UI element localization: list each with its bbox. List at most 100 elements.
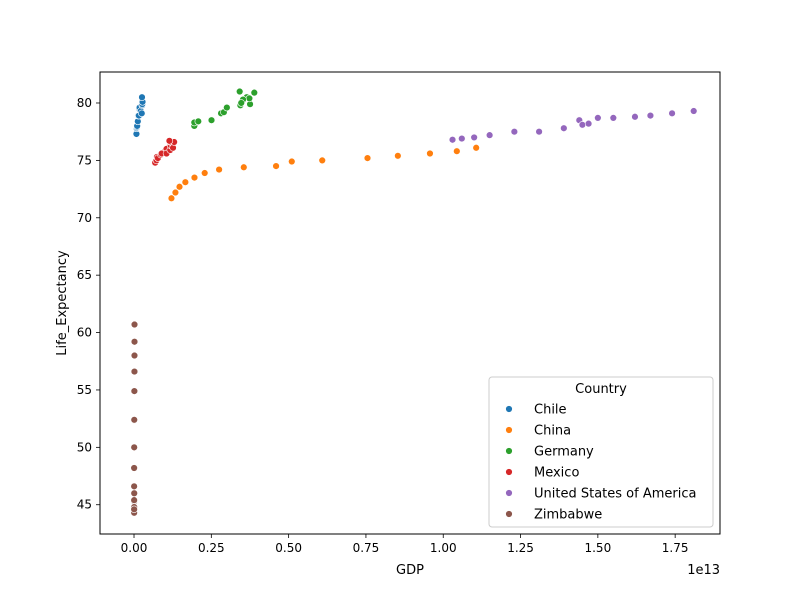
x-tick-label: 1.50 [584,541,611,555]
x-axis-label: GDP [396,563,424,578]
legend-box [488,376,714,528]
data-point [240,163,248,171]
legend: Country Chile China Germany Mexico United St… [488,376,714,528]
x-tick-label: 0.75 [353,541,380,555]
legend-label: Germany [534,445,594,460]
data-point [235,87,244,96]
data-point [245,94,254,103]
data-point [535,127,543,136]
data-point [201,169,209,177]
data-point [207,116,216,124]
legend-item: Mexico [505,466,579,481]
data-point [485,131,494,139]
data-point [130,320,139,329]
series-2 [190,87,259,130]
series-4 [448,107,698,144]
legend-label: China [534,424,571,439]
legend-item: Zimbabwe [505,508,602,523]
data-point [668,109,676,118]
data-point [130,496,138,504]
y-axis: 45 50 55 60 65 70 75 80 [77,96,100,512]
legend-item: China [505,424,571,439]
data-point [690,107,698,115]
series-0 [132,93,147,138]
y-tick-label: 55 [77,383,92,397]
data-point [181,178,190,186]
legend-marker [505,405,513,413]
legend-item: United States of America [505,487,696,502]
y-axis-label: Life_Expectancy [55,250,70,356]
legend-marker [505,447,513,455]
y-tick-label: 80 [77,96,92,110]
data-point [594,114,602,122]
y-tick-label: 75 [77,153,92,167]
legend-label: United States of America [534,487,696,502]
plot-frame [99,71,721,535]
data-point [609,114,618,122]
data-point [138,93,146,101]
data-point [130,489,138,497]
data-point [453,147,461,155]
data-point [130,464,138,472]
data-point [250,88,259,97]
data-point [165,137,174,145]
y-tick-label: 70 [77,211,92,225]
data-point [130,416,138,424]
x-tick-label: 0.00 [121,541,148,555]
legend-item: Chile [505,403,567,418]
data-point [472,144,480,152]
series-1 [167,144,480,202]
legend-label: Chile [534,403,567,418]
series-3 [151,137,178,167]
legend-label: Zimbabwe [534,508,602,523]
x-axis-offset-label: 1e13 [687,563,720,578]
x-tick-label: 0.25 [198,541,225,555]
data-point [171,188,180,197]
legend-title: Country [575,382,627,397]
x-tick-label: 1.00 [430,541,457,555]
data-point [130,338,139,346]
data-point [288,157,296,166]
data-point [510,127,519,136]
data-point [215,165,223,174]
data-point [130,482,138,491]
legend-label: Mexico [534,466,579,481]
points-layer [130,87,698,517]
data-point [560,124,568,132]
data-point [363,154,372,162]
data-point [130,387,139,395]
y-tick-label: 50 [77,440,92,454]
data-point [578,121,587,129]
data-point [130,505,138,514]
data-point [130,367,139,376]
data-point [223,103,231,112]
data-point [458,134,466,143]
data-point [138,109,146,118]
data-point [631,113,639,121]
data-point [426,149,434,158]
data-point [190,173,199,182]
data-point [167,194,176,202]
legend-marker [505,468,513,476]
x-axis: 0.00 0.25 0.50 0.75 1.00 1.25 1.50 1.75 [121,534,689,555]
data-point [646,111,655,120]
legend-item: Germany [505,445,594,460]
data-point [237,99,245,107]
y-tick-label: 45 [77,498,92,512]
data-point [394,152,402,160]
x-tick-label: 0.50 [275,541,302,555]
x-tick-label: 1.75 [662,541,689,555]
data-point [272,162,280,170]
legend-marker [505,510,513,518]
data-point [318,156,326,165]
data-point [130,443,138,452]
data-point [175,183,184,191]
legend-marker [505,489,513,497]
data-point [584,119,593,128]
legend-items: Chile China Germany Mexico United States of … [505,403,696,523]
data-point [130,351,139,360]
y-tick-label: 60 [77,326,92,340]
data-point [194,117,203,126]
